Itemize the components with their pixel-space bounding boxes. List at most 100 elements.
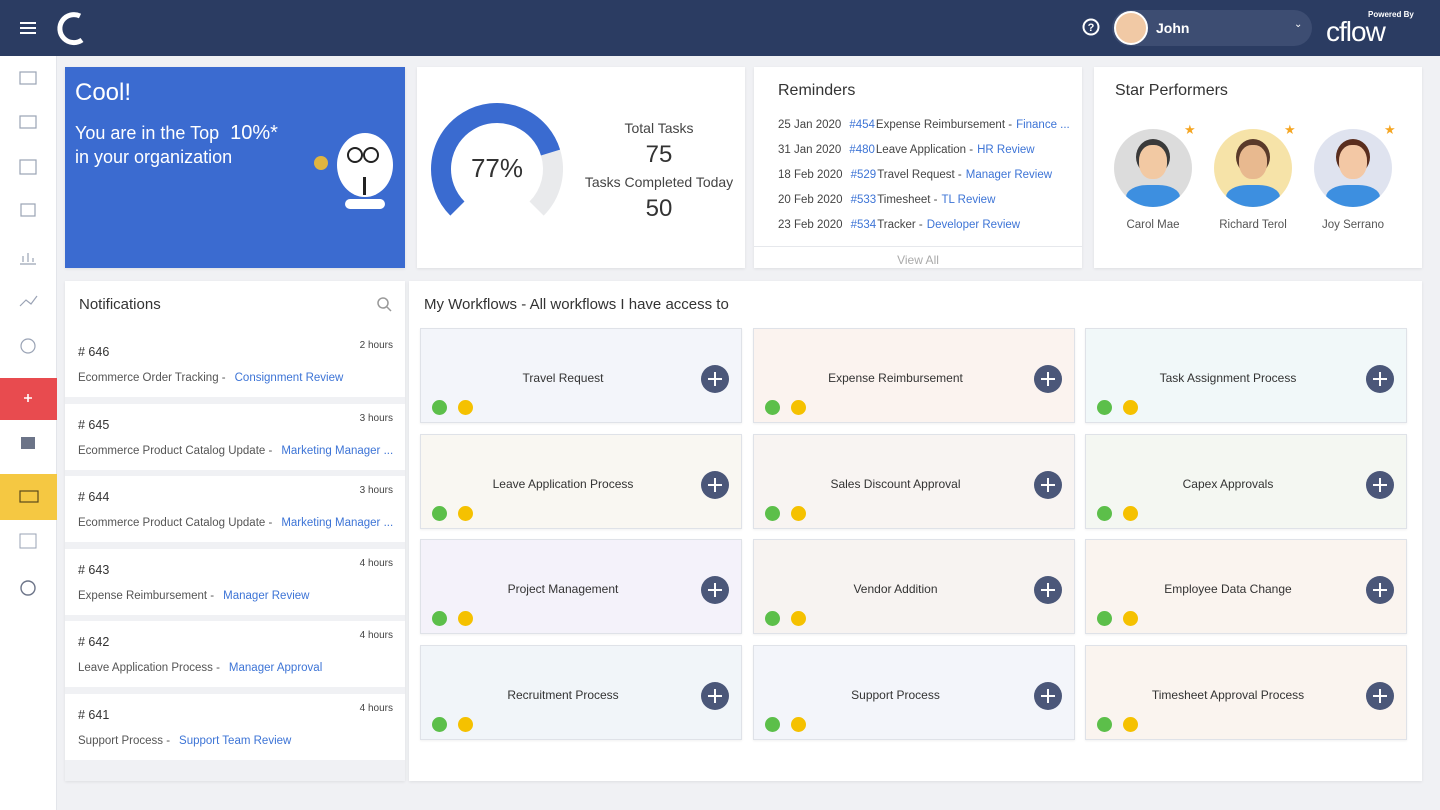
reminder-name: Travel Request -: [877, 169, 962, 181]
notification-process: Ecommerce Product Catalog Update -: [78, 517, 273, 529]
banner: Cool! You are in the Top 10%* in your or…: [65, 67, 405, 268]
notification-process: Expense Reimbursement -: [78, 589, 215, 602]
notification-time: 3 hours: [359, 412, 393, 424]
add-button[interactable]: [701, 681, 729, 710]
help-icon[interactable]: ?: [1082, 18, 1102, 38]
notification-item[interactable]: # 641 4 hours Support Process - Support Tea…: [65, 693, 405, 760]
notification-detail: Ecommerce Product Catalog Update - Market…: [78, 445, 396, 457]
workflow-card[interactable]: Leave Application Process: [420, 433, 742, 529]
add-button[interactable]: [1366, 365, 1394, 393]
nav-tickets[interactable]: [0, 474, 57, 520]
add-button[interactable]: [1366, 470, 1394, 499]
performer-avatar[interactable]: [1314, 129, 1392, 207]
banner-percent: 10%*: [230, 122, 278, 144]
workflow-card[interactable]: Capex Approvals: [1085, 433, 1407, 529]
performer-name: Joy Serrano: [1321, 219, 1384, 231]
notification-time: 3 hours: [359, 485, 393, 496]
workflow-card[interactable]: Timesheet Approval Process: [1085, 644, 1407, 740]
notifications-card: Notifications # 646 2 hours Ecommerce Orde…: [65, 281, 405, 781]
workflow-card[interactable]: Project Management: [420, 539, 742, 634]
nav-calendar[interactable]: [19, 159, 37, 175]
reminder-id: #533: [850, 194, 877, 206]
status-pending: [458, 505, 473, 521]
reminder-item[interactable]: 25 Jan 2020 #454Expense Reimbursement - Fi…: [778, 119, 1078, 144]
add-button[interactable]: [701, 470, 729, 499]
reminder-stage: TL Review: [941, 194, 996, 206]
powered-by: Powered By: [1368, 10, 1414, 19]
reminders-card: Reminders 25 Jan 2020 #454Expense Reimbur…: [754, 67, 1082, 268]
workflow-card[interactable]: Travel Request: [420, 328, 742, 423]
avatar-face: [1139, 145, 1167, 179]
dropdown-caret: ⌄: [1294, 19, 1303, 30]
workflow-card[interactable]: Support Process: [752, 644, 1075, 740]
nav-dashboard[interactable]: [19, 71, 37, 85]
reminder-stage: Finance ...: [1016, 119, 1070, 131]
add-button[interactable]: [1033, 365, 1062, 393]
notification-stage: Manager Approval: [228, 662, 323, 674]
workflow-name: Project Management: [507, 582, 619, 596]
notification-time: 4 hours: [359, 557, 393, 569]
status-pending: [458, 400, 473, 415]
logo[interactable]: [52, 8, 88, 48]
avatar-face: [1239, 145, 1267, 179]
performer-avatar[interactable]: [1114, 129, 1192, 207]
status-approved: [1097, 505, 1112, 521]
add-button[interactable]: [701, 365, 729, 393]
reminders-list: 25 Jan 2020 #454Expense Reimbursement - Fi…: [778, 119, 1078, 244]
notification-detail: Support Process - Support Team Review: [78, 735, 396, 747]
nav-reports[interactable]: [20, 253, 36, 265]
search-icon[interactable]: [377, 297, 393, 313]
nav-forms[interactable]: [19, 533, 37, 549]
notification-time: 4 hours: [359, 630, 393, 641]
nav-analytics[interactable]: [19, 295, 38, 307]
workflows-title: My Workflows - All workflows I have acce…: [424, 296, 729, 313]
notification-item[interactable]: # 643 4 hours Expense Reimbursement - Manag…: [65, 548, 405, 615]
workflow-card[interactable]: Task Assignment Process: [1085, 328, 1407, 423]
workflow-card[interactable]: Vendor Addition: [752, 539, 1075, 634]
nav-process[interactable]: [20, 203, 36, 217]
workflow-name: Recruitment Process: [507, 687, 619, 702]
tasks-card: 77% Total Tasks 75 Tasks Completed Today…: [417, 67, 745, 268]
workflow-card[interactable]: Recruitment Process: [420, 644, 742, 740]
add-button[interactable]: [701, 576, 729, 604]
user-menu[interactable]: John ⌄: [1112, 10, 1312, 46]
notification-item[interactable]: # 645 3 hours Ecommerce Product Catalog Up…: [65, 403, 405, 470]
header: ? John ⌄ Powered By cflow: [0, 0, 1440, 56]
sidebar-icons: [0, 71, 57, 596]
notification-stage: Marketing Manager ...: [281, 517, 394, 529]
notification-detail: Ecommerce Order Tracking - Consignment Re…: [78, 372, 396, 384]
menu-button[interactable]: [20, 20, 38, 36]
nav-settings[interactable]: [20, 338, 36, 354]
nav-workflows[interactable]: [19, 115, 37, 129]
notification-item[interactable]: # 646 2 hours Ecommerce Order Tracking - Co…: [65, 331, 405, 397]
add-button[interactable]: [1033, 681, 1062, 710]
status-pending: [1123, 505, 1138, 521]
notification-id: # 643: [78, 562, 110, 577]
view-all[interactable]: View All: [754, 246, 1082, 268]
nav-table[interactable]: [21, 437, 35, 449]
add-button[interactable]: [1366, 576, 1394, 604]
reminder-item[interactable]: 18 Feb 2020 #529Travel Request - Manager R…: [778, 169, 1078, 194]
notification-detail: Ecommerce Product Catalog Update - Market…: [78, 517, 396, 529]
notification-item[interactable]: # 642 4 hours Leave Application Process - M…: [65, 621, 405, 687]
workflow-card[interactable]: Sales Discount Approval: [752, 433, 1075, 529]
reminder-item[interactable]: 23 Feb 2020 #534Tracker - Developer Review: [778, 219, 1078, 244]
add-button[interactable]: [1366, 681, 1394, 710]
workflow-card[interactable]: Employee Data Change: [1085, 539, 1407, 634]
sidebar: [0, 56, 57, 810]
reminder-date: 23 Feb 2020: [778, 219, 843, 231]
status-pending: [790, 505, 806, 521]
notification-item[interactable]: # 644 3 hours Ecommerce Product Catalog Up…: [65, 476, 405, 542]
add-button[interactable]: [1033, 470, 1062, 499]
notification-id: # 644: [78, 490, 110, 504]
status-pending: [790, 716, 806, 732]
performer-avatar[interactable]: [1214, 129, 1292, 207]
avatar-body: [1326, 185, 1380, 207]
add-button[interactable]: [1033, 576, 1062, 604]
nav-apps[interactable]: [20, 580, 36, 596]
notification-id: # 642: [78, 635, 110, 649]
workflow-card[interactable]: Expense Reimbursement: [752, 328, 1075, 423]
status-approved: [432, 400, 447, 415]
reminder-item[interactable]: 31 Jan 2020 #480Leave Application - HR Rev…: [778, 144, 1078, 169]
reminder-item[interactable]: 20 Feb 2020 #533Timesheet - TL Review: [778, 194, 1078, 219]
